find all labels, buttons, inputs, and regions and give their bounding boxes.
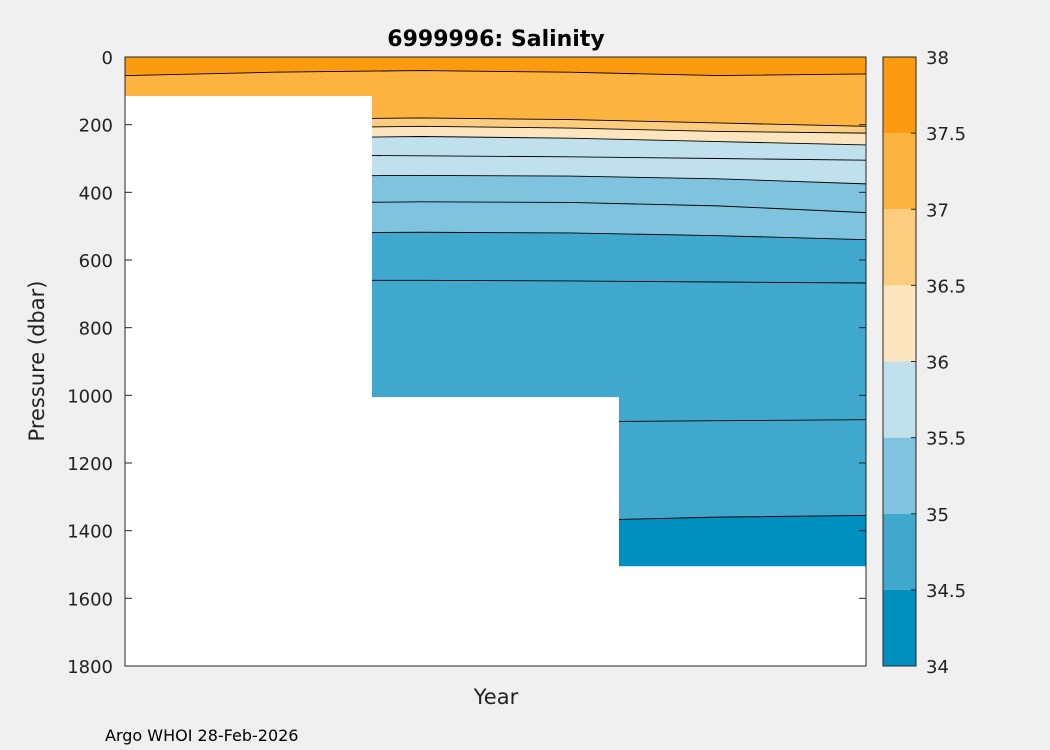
y-tick-label-5: 1000 (67, 386, 113, 407)
y-tick-label-0: 0 (102, 48, 113, 69)
y-tick-label-3: 600 (79, 251, 113, 272)
colorbar-segment-2 (883, 437, 916, 514)
y-tick-label-1: 200 (79, 116, 113, 137)
colorbar-tick-label-6: 37 (926, 200, 949, 221)
colorbar-tick-label-1: 34.5 (926, 581, 966, 602)
y-tick-label-2: 400 (79, 183, 113, 204)
colorbar-segment-1 (883, 513, 916, 590)
y-tick-label-4: 800 (79, 319, 113, 340)
colorbar-segment-3 (883, 361, 916, 438)
x-axis-label: Year (473, 685, 519, 709)
colorbar-segment-5 (883, 209, 916, 286)
y-tick-label-7: 1400 (67, 522, 113, 543)
colorbar-tick-label-3: 35.5 (926, 429, 966, 450)
colorbar-segment-4 (883, 285, 916, 362)
y-tick-label-9: 1800 (67, 657, 113, 678)
colorbar-segment-7 (883, 57, 916, 134)
y-tick-label-8: 1600 (67, 589, 113, 610)
y-axis-label: Pressure (dbar) (25, 281, 49, 442)
y-tick-label-6: 1200 (67, 454, 113, 475)
contour-line-10 (125, 70, 866, 77)
colorbar-tick-label-8: 38 (926, 48, 949, 69)
colorbar-tick-label-0: 34 (926, 657, 949, 678)
colorbar-tick-label-5: 36.5 (926, 276, 966, 297)
colorbar-tick-label-2: 35 (926, 505, 949, 526)
colorbar-tick-label-4: 36 (926, 353, 949, 374)
footer-credit: Argo WHOI 28-Feb-2026 (105, 726, 298, 745)
chart-title: 6999996: Salinity (387, 27, 604, 52)
plot-frame (124, 56, 867, 667)
colorbar-segment-6 (883, 133, 916, 210)
colorbar-segment-0 (883, 589, 916, 666)
colorbar-tick-label-7: 37.5 (926, 124, 966, 145)
salinity-band-10 (125, 57, 866, 76)
